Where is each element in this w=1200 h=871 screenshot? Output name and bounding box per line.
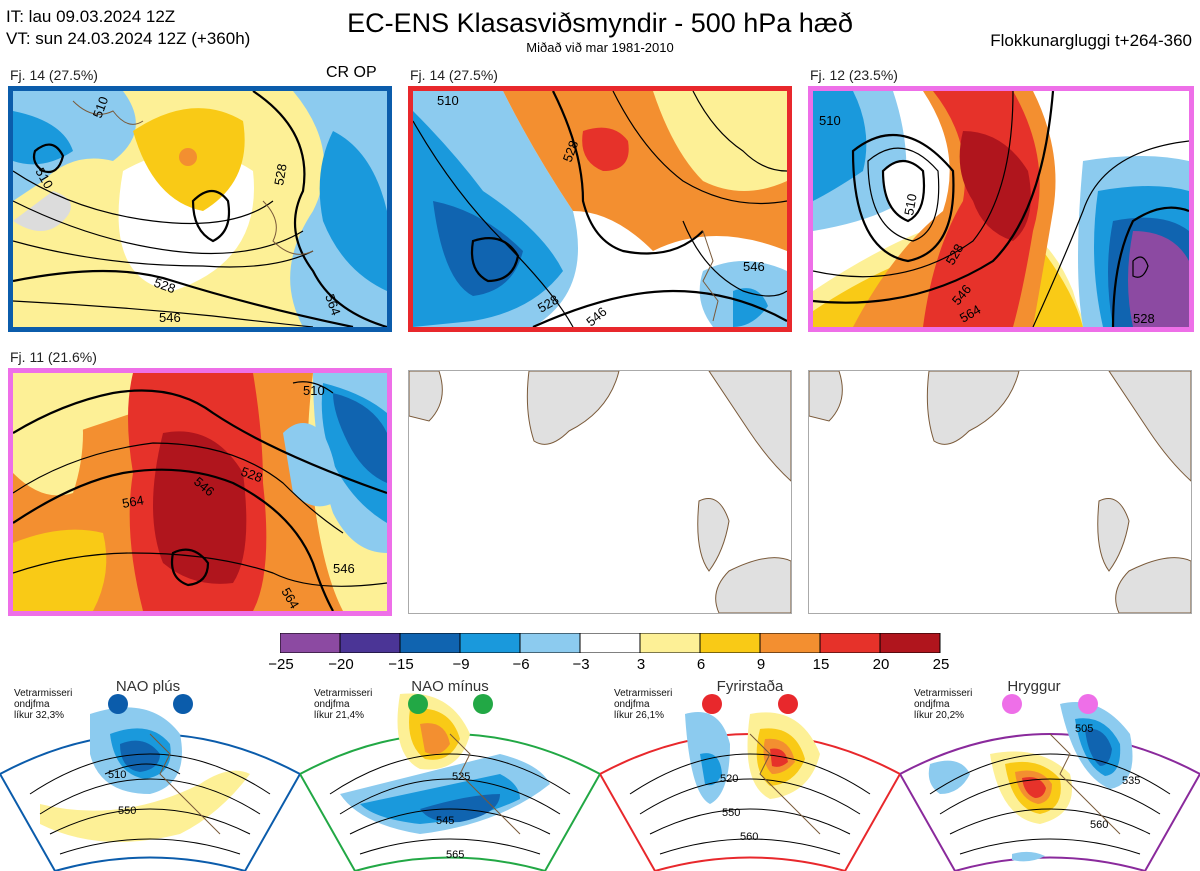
colorbar-tick-label: 6 — [696, 656, 706, 673]
regime-nao-plus: 510 550 NAO plús Vetrarmisseri ondjfma l… — [0, 674, 300, 871]
colorbar-tick-label: −6 — [512, 656, 530, 673]
colorbar-segment — [519, 633, 581, 653]
contour-label: 546 — [159, 310, 181, 325]
colorbar-tick-label: 9 — [756, 656, 766, 673]
contour-label: 528 — [152, 275, 178, 297]
cluster-map-panel-3: 510 510 528 546 564 528 — [808, 86, 1194, 332]
valid-time: VT: sun 24.03.2024 12Z (+360h) — [6, 29, 251, 48]
regime-marker-dot — [173, 694, 193, 714]
contour-label: 546 — [743, 259, 765, 274]
regime-marker-dot — [1002, 694, 1022, 714]
contour-label: 528 — [1133, 311, 1155, 326]
regime-name: NAO mínus — [411, 678, 489, 695]
colorbar-tick-label: 25 — [932, 656, 950, 673]
empty-map-panel-6 — [808, 370, 1192, 614]
cluster-map-1: 510 510 528 528 546 564 — [13, 91, 387, 327]
colorbar-tick-label: −3 — [572, 656, 590, 673]
cluster-map-panel-1: 510 510 528 528 546 564 — [8, 86, 392, 332]
regime-map-ridge: 505 535 560 — [900, 694, 1200, 871]
contour-label: 528 — [239, 464, 265, 486]
empty-map-6 — [809, 371, 1191, 613]
contour-label: 510 — [437, 93, 459, 108]
colorbar-segment — [639, 633, 701, 653]
regime-marker-dot — [108, 694, 128, 714]
page-title: EC-ENS Klasasviðsmyndir - 500 hPa hæð — [347, 8, 853, 38]
contour-label: 564 — [322, 292, 344, 318]
panel-4-label: Fj. 11 (21.6%) — [10, 349, 97, 365]
empty-map-5 — [409, 371, 791, 613]
panel-1-label: Fj. 14 (27.5%) — [10, 67, 98, 83]
colorbar-segment — [819, 633, 881, 653]
contour-label: 510 — [901, 193, 920, 217]
cluster-map-panel-4: 510 528 546 564 546 564 — [8, 368, 392, 616]
classification-window: Flokkunargluggi t+264-360 — [990, 31, 1192, 50]
empty-map-panel-5 — [408, 370, 792, 614]
header-info: IT: lau 09.03.2024 12Z VT: sun 24.03.202… — [6, 6, 250, 50]
regime-marker-dot — [1078, 694, 1098, 714]
regime-name: Hryggur — [1007, 678, 1061, 695]
colorbar-segment — [339, 633, 401, 653]
regime-note: Vetrarmisseri ondjfma líkur 32,3% — [14, 688, 73, 721]
regime-ridge: 505 535 560 Hryggur Vetrarmisseri ondjfm… — [900, 674, 1200, 871]
contour-label: 505 — [1075, 723, 1093, 735]
colorbar-segment — [879, 633, 941, 653]
contour-label: 510 — [108, 769, 126, 781]
contour-label: 510 — [90, 95, 112, 121]
contour-label: 525 — [452, 771, 470, 783]
contour-label: 528 — [271, 163, 290, 187]
colorbar-tick-label: 15 — [812, 656, 830, 673]
contour-label: 510 — [303, 383, 325, 398]
contour-label: 535 — [1122, 775, 1140, 787]
colorbar-segment — [280, 633, 341, 653]
colorbar-tick-label: 3 — [636, 656, 646, 673]
contour-label: 546 — [333, 561, 355, 576]
regime-marker-dot — [702, 694, 722, 714]
cluster-map-3: 510 510 528 546 564 528 — [813, 91, 1189, 327]
contour-label: 520 — [720, 773, 738, 785]
regime-marker-dot — [473, 694, 493, 714]
panel-3-label: Fj. 12 (23.5%) — [810, 67, 898, 83]
regime-note: Vetrarmisseri ondjfma líkur 26,1% — [614, 688, 673, 721]
contour-label: 550 — [722, 807, 740, 819]
regime-marker-dot — [778, 694, 798, 714]
colorbar — [280, 633, 941, 653]
regime-note: Vetrarmisseri ondjfma líkur 20,2% — [914, 688, 973, 721]
contour-label: 565 — [446, 849, 464, 861]
regime-note: Vetrarmisseri ondjfma líkur 21,4% — [314, 688, 373, 721]
colorbar-segment — [759, 633, 821, 653]
panel-1-operational-marker: CR OP — [326, 64, 377, 81]
colorbar-tick-label: −15 — [388, 656, 414, 673]
cluster-map-2: 510 528 546 528 546 — [413, 91, 787, 327]
regime-map-nao-minus: 525 545 565 — [300, 693, 600, 871]
contour-label: 510 — [819, 113, 841, 128]
contour-label: 550 — [118, 805, 136, 817]
regime-nao-minus: 525 545 565 NAO mínus Vetrarmisseri ondj… — [300, 674, 600, 871]
contour-label: 528 — [560, 139, 582, 165]
colorbar-tick-label: 20 — [872, 656, 890, 673]
colorbar-tick-label: −9 — [452, 656, 470, 673]
regime-marker-dot — [408, 694, 428, 714]
contour-label: 560 — [1090, 819, 1108, 831]
regime-map-nao-plus: 510 550 — [0, 694, 300, 871]
contour-label: 564 — [121, 492, 145, 511]
regime-map-blocking: 520 550 560 — [600, 694, 900, 871]
contour-label: 560 — [740, 831, 758, 843]
regime-name: NAO plús — [115, 678, 181, 695]
colorbar-segment — [399, 633, 461, 653]
cluster-map-4: 510 528 546 564 546 564 — [13, 373, 387, 611]
regime-blocking: 520 550 560 Fyrirstaða Vetrarmisseri ond… — [600, 674, 900, 871]
colorbar-tick-label: −25 — [268, 656, 294, 673]
regime-name: Fyrirstaða — [716, 678, 784, 695]
init-time: IT: lau 09.03.2024 12Z — [6, 7, 176, 26]
page-subtitle: Miðað við mar 1981-2010 — [526, 40, 674, 55]
colorbar-tick-label: −20 — [328, 656, 354, 673]
cluster-map-panel-2: 510 528 546 528 546 — [408, 86, 792, 332]
colorbar-segment — [579, 633, 641, 653]
contour-label: 545 — [436, 815, 454, 827]
panel-2-label: Fj. 14 (27.5%) — [410, 67, 498, 83]
colorbar-segment — [459, 633, 521, 653]
colorbar-segment — [699, 633, 761, 653]
